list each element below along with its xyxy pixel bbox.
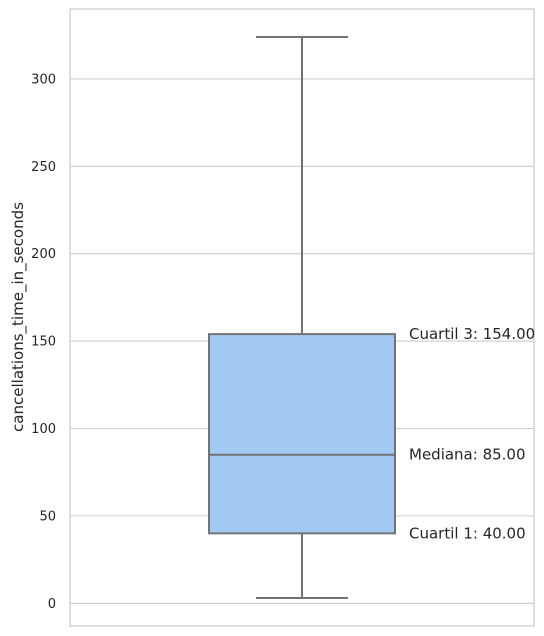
y-tick-label: 100 bbox=[31, 422, 56, 437]
box-element bbox=[209, 37, 395, 598]
annotation-label: Cuartil 3: 154.00 bbox=[409, 325, 535, 343]
y-tick-label: 200 bbox=[31, 247, 56, 262]
y-tick-label: 250 bbox=[31, 160, 56, 175]
y-tick-label: 150 bbox=[31, 335, 56, 350]
y-axis-label: cancellations_time_in_seconds bbox=[9, 202, 28, 432]
y-tick-label: 0 bbox=[48, 597, 56, 612]
annotation-label: Mediana: 85.00 bbox=[409, 446, 526, 464]
iqr-box bbox=[209, 334, 395, 533]
quartile-annotations: Cuartil 3: 154.00 Mediana: 85.00 Cuartil 1… bbox=[409, 325, 535, 542]
y-tick-label: 300 bbox=[31, 72, 56, 87]
y-tick-label: 50 bbox=[39, 509, 56, 524]
annotation-label: Cuartil 1: 40.00 bbox=[409, 524, 526, 542]
y-tick-labels: 0 50 100 150 200 250 300 bbox=[31, 72, 56, 611]
